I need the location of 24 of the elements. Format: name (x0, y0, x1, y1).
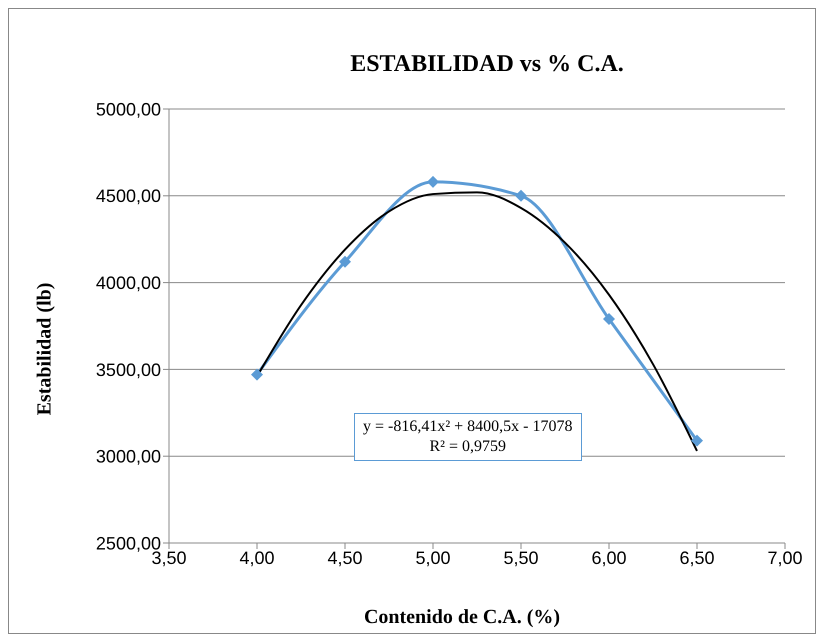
x-axis-title: Contenido de C.A. (%) (362, 606, 562, 629)
point (251, 368, 263, 381)
x-tick-label: 5,50 (503, 548, 539, 568)
chart-title: ESTABILIDAD vs % C.A. (349, 51, 625, 78)
y-tick-label: 4000,00 (96, 272, 161, 293)
annotation: y = -816,41x² + 8400,5x - 17078 (363, 417, 572, 437)
point (427, 176, 439, 188)
x-tick-label: 7,00 (767, 548, 803, 568)
x-tick-label: 4,00 (239, 548, 275, 568)
y-tick-label: 2500,00 (96, 533, 161, 554)
y-tick-label: 4500,00 (96, 186, 161, 206)
x-tick-label: 4,50 (327, 548, 363, 568)
y-tick-label: 3000,00 (96, 446, 161, 467)
point (603, 313, 615, 326)
point (515, 190, 527, 202)
y-tick-label: 5000,00 (96, 99, 161, 120)
y-tick-label: 3500,00 (96, 360, 161, 380)
y-axis-title: Estabilidad (lb) (34, 282, 56, 416)
point (691, 434, 703, 447)
x-tick-label: 6,00 (591, 548, 627, 568)
point (339, 256, 351, 268)
annotation: R² = 0,9759 (428, 437, 507, 457)
x-tick-label: 6,50 (679, 548, 715, 568)
x-tick-label: 5,00 (415, 548, 451, 568)
